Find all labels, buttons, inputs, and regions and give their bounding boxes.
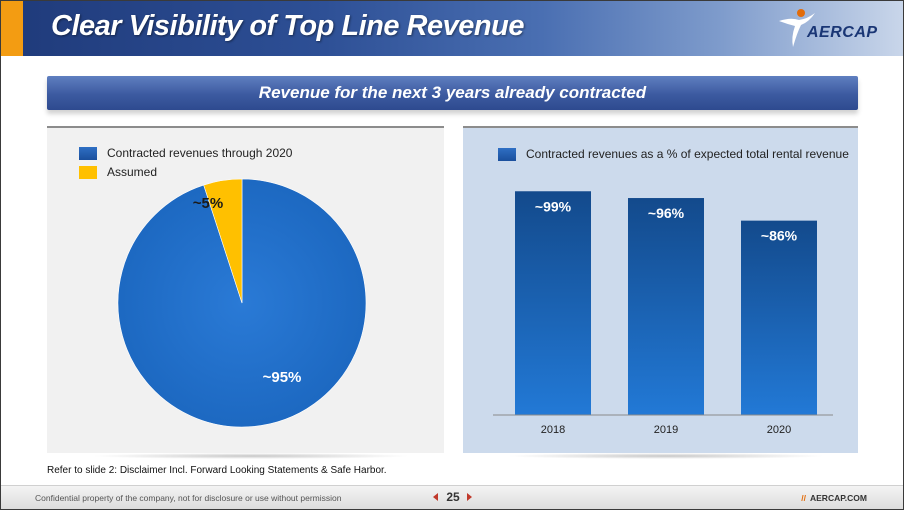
subtitle-text: Revenue for the next 3 years already con… bbox=[258, 83, 647, 102]
bar-label-2019: ~96% bbox=[648, 205, 685, 221]
bar-chart: ~99% 2018 ~96% 2019 ~86% 2020 bbox=[493, 191, 833, 436]
bar-2020 bbox=[741, 220, 817, 415]
confidential-notice: Confidential property of the company, no… bbox=[35, 493, 342, 503]
bar-chart-panel: Contracted revenues as a % of expected t… bbox=[463, 126, 858, 453]
legend-swatch-blue bbox=[79, 146, 97, 160]
bar-legend-item: Contracted revenues as a % of expected t… bbox=[498, 147, 849, 161]
prev-slide-arrow-icon[interactable] bbox=[433, 493, 438, 501]
footer-url-text: AERCAP.COM bbox=[810, 493, 867, 503]
footnote: Refer to slide 2: Disclaimer Incl. Forwa… bbox=[47, 465, 387, 476]
header-bar: Clear Visibility of Top Line Revenue AER… bbox=[1, 1, 903, 56]
bar-category-2019: 2019 bbox=[654, 424, 678, 436]
pie-legend-item-contracted: Contracted revenues through 2020 bbox=[79, 146, 292, 160]
header-accent bbox=[1, 1, 23, 56]
logo-text: AERCAP bbox=[807, 24, 878, 41]
next-slide-arrow-icon[interactable] bbox=[467, 493, 472, 501]
page-number: 25 bbox=[446, 490, 460, 504]
pie-legend-label-contracted: Contracted revenues through 2020 bbox=[107, 146, 293, 160]
pie-label-assumed: ~5% bbox=[193, 195, 223, 212]
footer-website[interactable]: // AERCAP.COM bbox=[801, 493, 867, 503]
bar-legend-label: Contracted revenues as a % of expected t… bbox=[526, 147, 849, 161]
bar-2018 bbox=[515, 191, 591, 415]
panel-shadow-left bbox=[91, 453, 411, 459]
slide-title: Clear Visibility of Top Line Revenue bbox=[51, 10, 524, 42]
pie-chart-panel: Contracted revenues through 2020 Assumed… bbox=[47, 126, 444, 453]
legend-swatch-gold bbox=[79, 165, 97, 179]
bar-category-2018: 2018 bbox=[541, 424, 565, 436]
legend-swatch-bar bbox=[498, 147, 516, 161]
pie-legend-item-assumed: Assumed bbox=[79, 165, 157, 179]
aercap-logo: AERCAP bbox=[775, 7, 878, 51]
bar-label-2020: ~86% bbox=[761, 228, 798, 244]
aercap-figure-icon bbox=[779, 9, 815, 47]
bar-label-2018: ~99% bbox=[535, 198, 572, 214]
footer-bar: Confidential property of the company, no… bbox=[1, 485, 903, 509]
footer-slashes: // bbox=[801, 493, 806, 503]
bar-category-2020: 2020 bbox=[767, 424, 791, 436]
bar-2019 bbox=[628, 198, 704, 415]
pie-legend-label-assumed: Assumed bbox=[107, 165, 158, 179]
panel-shadow-right bbox=[506, 453, 826, 459]
pie-label-contracted: ~95% bbox=[263, 369, 302, 386]
subtitle-banner: Revenue for the next 3 years already con… bbox=[47, 76, 858, 110]
pie-chart: ~95% ~5% bbox=[117, 178, 367, 428]
pie-slice-assumed bbox=[203, 178, 243, 304]
